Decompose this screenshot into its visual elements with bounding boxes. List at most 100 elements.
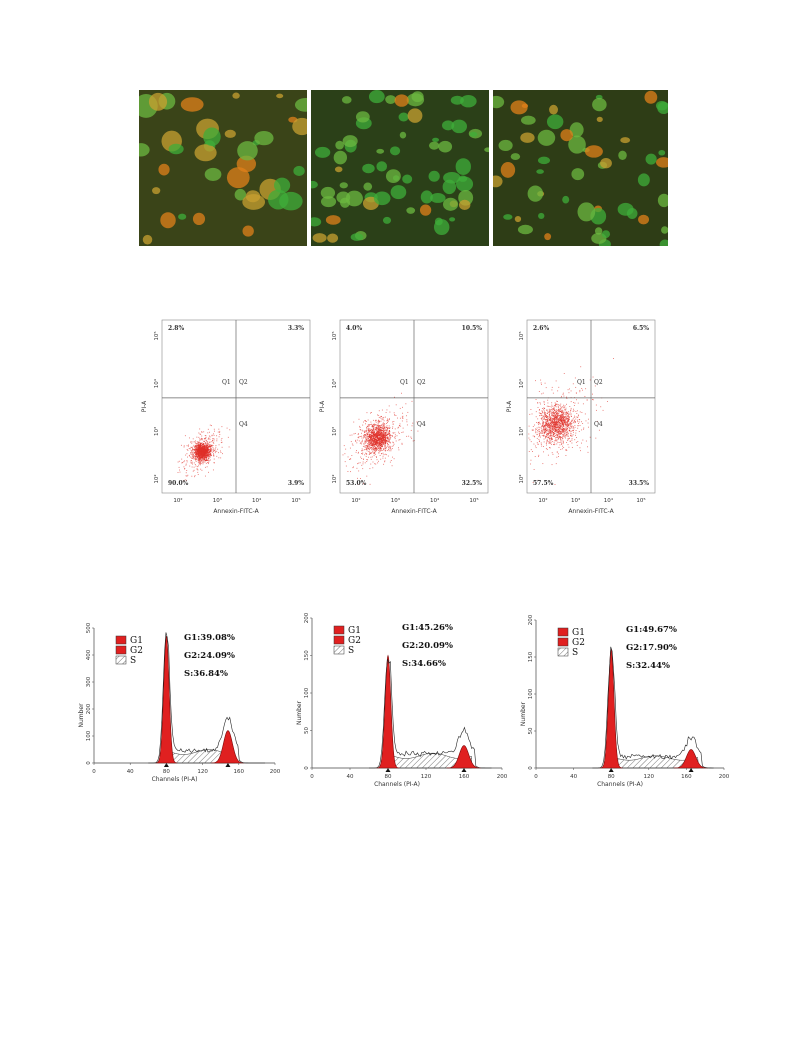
cell-blob [594, 227, 603, 235]
x-tick-label: 80 [163, 769, 170, 775]
y-tick-label: 10⁴ [331, 378, 338, 388]
cell-blob [237, 141, 258, 161]
x-tick-label: 0 [534, 774, 538, 780]
legend-label: S [130, 656, 136, 666]
cell-blob [320, 186, 336, 199]
legend-label: G2 [572, 638, 585, 648]
y-tick-label: 10² [153, 474, 160, 483]
histogram-trace [148, 632, 266, 764]
x-tick-label: 10² [538, 497, 547, 504]
x-axis-label: Annexin-FITC-A [213, 508, 259, 515]
y-tick-label: 10³ [153, 427, 160, 436]
y-tick-label: 50 [528, 727, 534, 734]
legend-swatch [557, 637, 569, 647]
x-tick-label: 120 [197, 769, 208, 775]
cell-blob [399, 131, 407, 139]
gate-label: Q2 [239, 379, 248, 386]
cell-blob [434, 217, 443, 226]
cell-blob [469, 131, 478, 137]
y-tick-label: 0 [528, 766, 534, 770]
y-tick-label: 50 [304, 727, 310, 734]
y-axis-label: Number [78, 703, 85, 728]
cell-blob [638, 214, 650, 225]
cell-blob [428, 141, 440, 150]
y-tick-label: 300 [86, 676, 92, 687]
cell-blob [656, 157, 668, 168]
cell-blob [661, 226, 668, 234]
cell-blob [327, 233, 339, 243]
quadrant-q2-percent: 6.5% [633, 325, 649, 332]
cell-blob [406, 93, 425, 107]
cell-blob [224, 129, 236, 138]
cell-blob [458, 199, 471, 210]
cell-blob [537, 129, 556, 146]
cell-blob [517, 224, 533, 235]
legend-label: G1 [572, 628, 585, 638]
s-percent: S:32.44% [626, 661, 670, 671]
cell-blob [438, 140, 453, 153]
legend-label: S [572, 648, 578, 658]
x-tick-label: 10² [173, 497, 182, 504]
cell-blob [658, 149, 666, 156]
y-tick-label: 200 [86, 703, 92, 714]
flow-plot-2: 4.0% 10.5% 32.5% 53.0% Q1 Q2 Q4 10² 10³ 10⁴ 10⁵ 10²… [318, 315, 493, 520]
x-tick-label: 0 [92, 769, 96, 775]
cell-blob [407, 108, 423, 123]
y-tick-label: 10³ [331, 427, 338, 436]
g1-percent: G1:39.08% [184, 633, 235, 643]
cell-blob [441, 120, 455, 131]
cell-blob [569, 122, 584, 138]
y-tick-label: 10⁴ [153, 378, 160, 388]
y-tick-label: 10² [331, 474, 338, 483]
cell-blob [385, 169, 401, 183]
cell-blob [449, 217, 456, 222]
y-tick-label: 0 [86, 761, 92, 765]
y-tick-label: 500 [86, 622, 92, 633]
cell-blob [659, 239, 668, 246]
cell-blob [342, 135, 358, 148]
cell-blob [617, 202, 634, 216]
quadrant-q1-percent: 4.0% [346, 325, 362, 332]
g1-percent: G1:45.26% [402, 623, 453, 633]
cell-blob [546, 114, 564, 130]
cell-blob [180, 97, 204, 112]
cell-blob [571, 168, 585, 181]
x-axis-label: Annexin-FITC-A [391, 508, 437, 515]
g1-percent: G1:49.67% [626, 625, 677, 635]
micrograph-3 [493, 90, 668, 246]
g1-peak [376, 654, 400, 769]
cell-blob [368, 90, 385, 104]
y-axis-label: PI-A [506, 400, 513, 412]
y-tick-label: 0 [304, 766, 310, 770]
gate-label: Q1 [400, 379, 409, 386]
g2-peak [446, 745, 482, 769]
cell-blob [406, 207, 416, 214]
flow-plot-1: 2.8% 3.3% 3.9% 90.0% Q1 Q2 Q4 10² 10³ 10⁴ 10⁵ 10² 10… [140, 315, 315, 520]
x-tick-label: 10⁴ [252, 497, 262, 504]
cell-blob [254, 130, 274, 146]
legend-swatch [115, 635, 127, 645]
cell-blob [335, 140, 344, 150]
cell-blob [458, 175, 468, 182]
x-tick-label: 80 [608, 774, 615, 780]
y-axis-label: Number [296, 700, 303, 725]
cell-blob [194, 144, 217, 162]
cell-blob [373, 191, 391, 206]
cell-blob [142, 234, 153, 245]
x-tick-label: 160 [681, 774, 692, 780]
cell-blob [510, 100, 528, 115]
x-tick-label: 160 [459, 774, 470, 780]
cell-blob [376, 148, 385, 154]
cell-blob [376, 161, 388, 172]
gate-label: Q1 [577, 379, 586, 386]
cell-blob [520, 132, 535, 143]
cell-blob [428, 170, 440, 182]
cell-blob [432, 137, 440, 142]
cell-blob [242, 225, 254, 237]
cell-blob [527, 185, 544, 202]
g1-peak [155, 636, 178, 764]
cell-blob [568, 135, 586, 154]
s-percent: S:34.66% [402, 659, 446, 669]
